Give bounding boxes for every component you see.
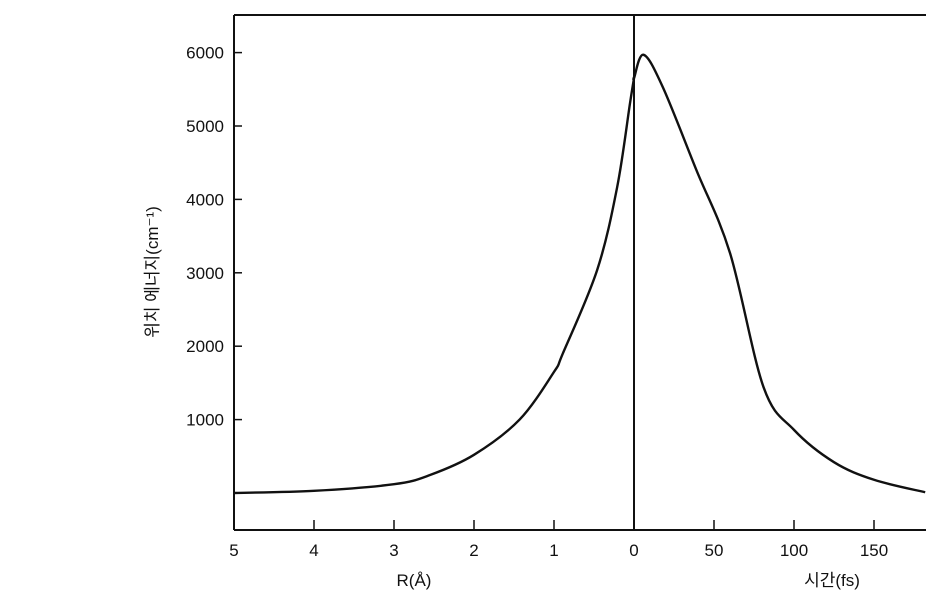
x-tick-label-r: 4: [309, 541, 318, 560]
x-tick-label-time: 100: [780, 541, 808, 560]
y-tick-label: 3000: [186, 264, 224, 283]
energy-curve: [233, 53, 926, 495]
x-tick-label-time: 50: [705, 541, 724, 560]
x-tick-label-r: 5: [229, 541, 238, 560]
x-axis-label-r: R(Å): [397, 571, 432, 590]
y-tick-label: 4000: [186, 190, 224, 209]
axes-frame: [233, 14, 926, 531]
x-tick-label-r: 2: [469, 541, 478, 560]
y-tick-label: 2000: [186, 337, 224, 356]
ticks: 1000 2000 3000 4000 5000 6000 5 4 3 2 1 0 50 100 150: [186, 44, 888, 560]
x-tick-label-r: 1: [549, 541, 558, 560]
x-tick-label-time: 150: [860, 541, 888, 560]
x-tick-label-r: 3: [389, 541, 398, 560]
y-tick-label: 1000: [186, 411, 224, 430]
y-axis-label: 위치 에너지(cm⁻¹): [143, 206, 162, 338]
y-tick-label: 5000: [186, 117, 224, 136]
x-axis-label-time: 시간(fs): [804, 571, 860, 590]
x-tick-label-r: 0: [629, 541, 638, 560]
y-tick-label: 6000: [186, 44, 224, 63]
